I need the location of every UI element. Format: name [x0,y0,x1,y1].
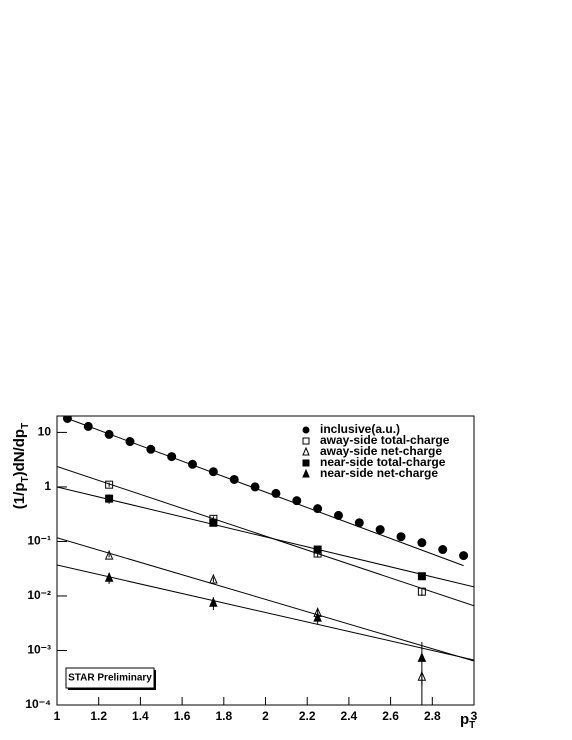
plot-area [57,416,474,705]
y-tick-label: 10⁻¹ [27,534,51,548]
point [459,551,469,561]
x-axis-title: pT [460,711,475,731]
legend-label: away-side net-charge [320,444,442,458]
fit-line [57,537,474,662]
point [105,480,114,489]
point [188,459,198,469]
legend-marker [302,468,310,478]
legend-label: near-side net-charge [320,466,438,480]
annotation: STAR Preliminary [68,673,152,684]
point [104,549,114,560]
legend-marker [302,426,310,434]
point [417,572,426,581]
point [209,597,218,607]
annotation-box: STAR Preliminary [65,667,156,690]
x-tick-label: 2.2 [299,709,316,723]
x-tick-label: 1.6 [174,709,191,723]
point [104,571,114,582]
y-axis-title-part: )dN/dp [11,429,28,476]
y-tick-label: 10⁻² [27,588,51,602]
point [271,488,281,498]
legend-label: near-side total-charge [320,455,446,469]
x-tick-label: 2 [262,709,269,723]
annotation-shadow [154,670,156,690]
x-tick-label: 2.4 [341,709,358,723]
point [167,452,177,462]
y-axis-title-part: T [20,476,31,482]
point [417,652,427,662]
x-tick-label: 1.2 [90,709,107,723]
point [62,416,72,423]
y-axis-title-part: (1/p [11,483,28,510]
point [313,504,323,514]
fit-line [57,564,474,661]
y-tick-label: 10 [38,425,52,439]
legend-marker [302,446,310,456]
point [209,518,218,527]
point [292,496,302,506]
point [83,421,93,431]
fit-line [57,466,474,607]
y-tick-label: 10⁻⁴ [25,697,51,711]
x-axis-title-part: p [460,711,469,728]
point [396,532,406,542]
legend-label: inclusive(a.u.) [320,422,400,436]
point [438,545,448,555]
point [417,538,427,548]
point [313,545,322,554]
point [333,510,343,520]
x-tick-label: 1 [54,709,61,723]
point [105,494,114,503]
x-tick-label: 2.8 [424,709,441,723]
x-tick-label: 2.6 [382,709,399,723]
annotation-shadow [68,688,156,690]
x-tick-label: 3 [471,709,478,723]
x-tick-label: 1.4 [132,709,149,723]
point [146,444,156,454]
point [417,587,426,596]
y-axis-title-part: T [20,423,31,429]
point [229,474,239,484]
fit-line [57,486,474,588]
y-axis-title: (1/pT)dN/dpT [11,423,31,509]
x-axis-title-part: T [469,720,475,731]
legend-marker [302,437,310,445]
point [354,518,364,528]
y-tick-label: 1 [44,479,51,493]
legend-marker [302,459,310,467]
legend-label: away-side total-charge [320,433,450,447]
x-tick-label: 1.8 [215,709,232,723]
point [250,482,260,492]
point [125,437,135,447]
point [208,467,218,477]
point [104,429,114,439]
point [209,573,218,584]
point [375,525,385,535]
point [313,611,322,622]
y-tick-label: 10⁻³ [27,643,51,657]
